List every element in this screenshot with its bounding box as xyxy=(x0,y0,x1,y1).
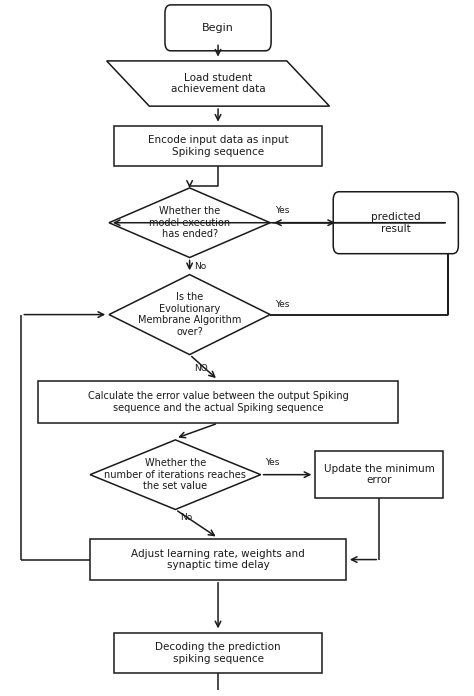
Text: Encode input data as input
Spiking sequence: Encode input data as input Spiking seque… xyxy=(148,135,288,157)
Text: Calculate the error value between the output Spiking
sequence and the actual Spi: Calculate the error value between the ou… xyxy=(88,391,348,413)
Polygon shape xyxy=(90,440,261,509)
Text: NO: NO xyxy=(194,363,208,372)
Polygon shape xyxy=(109,274,270,354)
Text: Adjust learning rate, weights and
synaptic time delay: Adjust learning rate, weights and synapt… xyxy=(131,548,305,571)
Text: Decoding the prediction
spiking sequence: Decoding the prediction spiking sequence xyxy=(155,642,281,664)
Bar xyxy=(38,381,398,423)
Bar xyxy=(114,633,322,673)
FancyBboxPatch shape xyxy=(165,5,271,51)
Text: Is the
Evolutionary
Membrane Algorithm
over?: Is the Evolutionary Membrane Algorithm o… xyxy=(138,292,241,337)
Text: Begin: Begin xyxy=(202,23,234,33)
FancyBboxPatch shape xyxy=(333,191,458,253)
Text: Whether the
model execution
has ended?: Whether the model execution has ended? xyxy=(149,206,230,239)
Bar xyxy=(315,451,443,498)
Text: predicted
result: predicted result xyxy=(371,212,420,234)
Text: No: No xyxy=(194,262,207,271)
Polygon shape xyxy=(109,188,270,258)
Polygon shape xyxy=(107,61,329,106)
Text: No: No xyxy=(180,513,192,522)
Text: Yes: Yes xyxy=(275,206,289,214)
Text: Update the minimum
error: Update the minimum error xyxy=(324,464,435,486)
Bar xyxy=(90,539,346,580)
Text: Whether the
number of iterations reaches
the set value: Whether the number of iterations reaches… xyxy=(104,458,246,491)
Text: Yes: Yes xyxy=(275,300,289,308)
Text: Yes: Yes xyxy=(265,458,280,466)
Bar xyxy=(114,126,322,166)
Text: Load student
achievement data: Load student achievement data xyxy=(171,72,265,95)
